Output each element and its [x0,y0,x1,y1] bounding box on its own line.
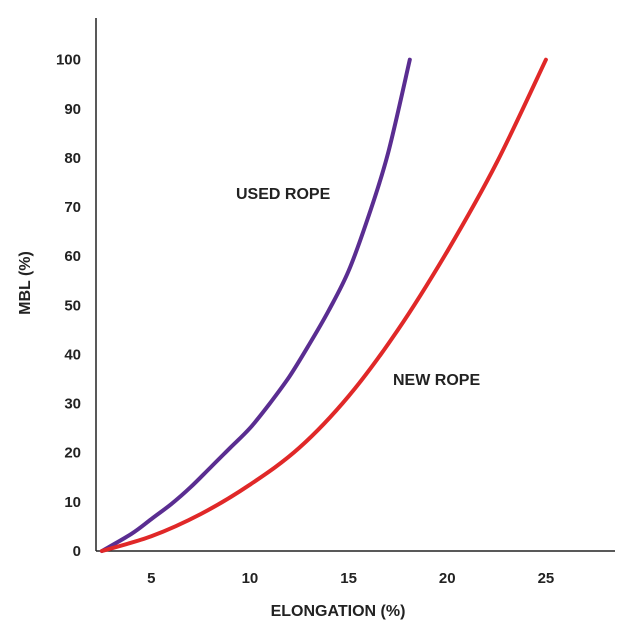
y-axis-title: MBL (%) [17,251,34,315]
series-label-used-rope: USED ROPE [236,186,331,203]
x-tick-label: 5 [147,570,155,587]
y-axis: 0 10 20 30 40 50 60 70 80 90 100 [56,18,97,560]
y-tick-label: 0 [73,543,81,560]
y-tick-label: 40 [64,346,81,363]
y-tick-label: 50 [64,297,81,314]
y-tick-label: 80 [64,150,81,167]
x-axis-title: ELONGATION (%) [271,603,406,620]
series-line-new-rope [99,57,548,553]
series-line-used-rope [99,57,412,553]
y-tick-label: 90 [64,101,81,118]
y-tick-labels: 0 10 20 30 40 50 60 70 80 90 100 [56,52,81,560]
series-lines [99,57,548,553]
x-axis: 5 10 15 20 25 [96,550,615,587]
x-tick-label: 25 [538,570,555,587]
series-label-new-rope: NEW ROPE [393,372,480,389]
y-tick-label: 100 [56,52,81,69]
y-tick-label: 70 [64,199,81,216]
y-tick-label: 60 [64,248,81,265]
y-tick-label: 20 [64,445,81,462]
x-tick-label: 20 [439,570,456,587]
y-tick-label: 30 [64,396,81,413]
series-labels: USED ROPE NEW ROPE [236,186,480,389]
x-tick-label: 10 [242,570,259,587]
y-tick-label: 10 [64,494,81,511]
x-tick-labels: 5 10 15 20 25 [147,570,554,587]
x-tick-label: 15 [340,570,357,587]
